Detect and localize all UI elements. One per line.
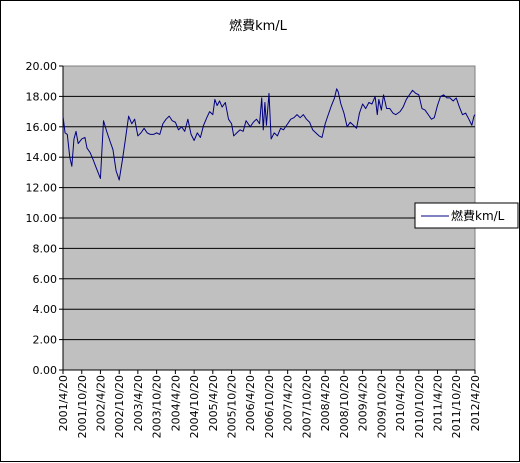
legend: 燃費km/L: [414, 202, 519, 229]
x-tick-label: 2007/10/20: [300, 375, 313, 438]
y-tick-label: 0.00: [33, 364, 58, 377]
x-tick-label: 2008/4/20: [319, 375, 332, 431]
x-tick-label: 2011/10/20: [450, 375, 463, 438]
x-tick-label: 2002/4/20: [94, 375, 107, 431]
y-tick-label: 20.00: [26, 60, 58, 73]
y-tick-label: 2.00: [33, 334, 58, 347]
y-tick-label: 12.00: [26, 182, 58, 195]
x-tick-label: 2001/4/20: [57, 375, 70, 431]
y-tick-label: 14.00: [26, 151, 58, 164]
chart-title: 燃費km/L: [229, 18, 288, 34]
y-tick-label: 6.00: [33, 273, 58, 286]
x-tick-label: 2002/10/20: [113, 375, 126, 438]
x-tick-label: 2006/10/20: [263, 375, 276, 438]
x-tick-label: 2003/10/20: [151, 375, 164, 438]
x-tick-label: 2011/4/20: [431, 375, 444, 431]
x-tick-label: 2010/4/20: [394, 375, 407, 431]
series-group: [62, 88, 476, 181]
x-tick-label: 2005/4/20: [207, 375, 220, 431]
y-tick-label: 18.00: [26, 90, 58, 103]
y-tick-label: 16.00: [26, 121, 58, 134]
x-tick-label: 2012/4/20: [469, 375, 482, 431]
x-tick-label: 2004/10/20: [188, 375, 201, 438]
y-tick-label: 8.00: [33, 242, 58, 255]
x-tick-label: 2008/10/20: [338, 375, 351, 438]
x-tick-label: 2005/10/20: [226, 375, 239, 438]
x-tick-label: 2006/4/20: [244, 375, 257, 431]
series-line: [62, 88, 476, 181]
y-tick-label: 4.00: [33, 303, 58, 316]
legend-label: 燃費km/L: [451, 208, 505, 223]
x-tick-label: 2007/4/20: [282, 375, 295, 431]
x-tick-label: 2003/4/20: [132, 375, 145, 431]
x-axis: 2001/4/20 2001/10/20 2002/4/20 2002/10/20 20…: [57, 369, 482, 438]
x-tick-label: 2004/4/20: [169, 375, 182, 431]
x-tick-label: 2001/10/20: [76, 375, 89, 438]
x-tick-label: 2009/4/20: [357, 375, 370, 431]
y-axis: 0.00 2.00 4.00 6.00 8.00 10.00 12.00 14.00 16.00…: [26, 60, 64, 377]
x-tick-label: 2009/10/20: [375, 375, 388, 438]
x-tick-label: 2010/10/20: [413, 375, 426, 438]
y-tick-label: 10.00: [26, 212, 58, 225]
